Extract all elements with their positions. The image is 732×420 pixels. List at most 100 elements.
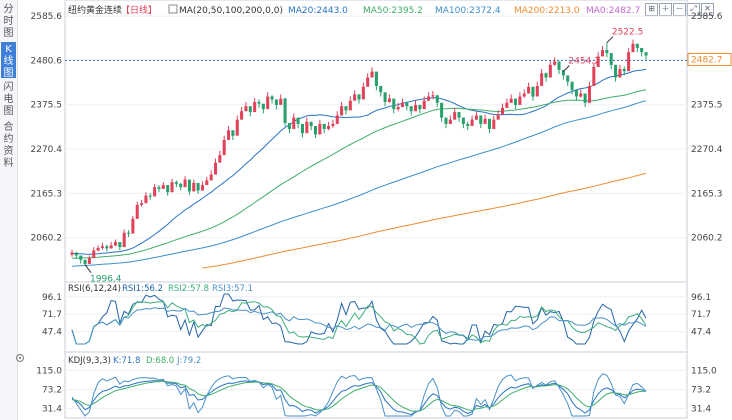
kdj-panel: 115.0 115.0 73.2 73.2 31.4 31.4 (36, 367, 717, 417)
rsi3-line (71, 307, 647, 345)
rsi2-line (71, 301, 647, 345)
candle-body (514, 98, 518, 105)
y-tick-left: 2060.2 (31, 234, 63, 244)
ma20-value: MA20:2443.0 (288, 6, 348, 16)
candle-body (609, 53, 613, 65)
candle-body (174, 182, 178, 184)
candle-body (387, 98, 391, 102)
annotation-label: 1996.4 (90, 275, 122, 285)
candle-body (253, 101, 257, 113)
candle-body (340, 106, 344, 116)
candle-body (414, 104, 418, 112)
grid-icon[interactable]: ⊞ (645, 3, 658, 16)
y-tick-right: 31.4 (691, 405, 711, 415)
j-line (71, 373, 647, 417)
candle-body (627, 52, 631, 72)
candle-body (505, 102, 509, 108)
candle-body (157, 187, 161, 189)
y-tick-right: 96.1 (691, 293, 711, 303)
candle-body (618, 69, 622, 78)
candle-body (135, 204, 139, 219)
candle-body (644, 52, 648, 56)
chart-frame (64, 0, 688, 419)
candle-body (109, 245, 113, 249)
candle-body (553, 61, 557, 65)
y-tick-right: 47.4 (691, 328, 711, 338)
candle-body (448, 119, 452, 124)
candle-body (444, 117, 448, 124)
candle-body (400, 102, 405, 108)
candle-body (270, 96, 274, 100)
zoom-out-icon[interactable]: － (673, 3, 686, 16)
y-tick-right: 115.0 (691, 367, 717, 377)
candle-body (170, 182, 174, 193)
candle-body (100, 246, 104, 248)
j-value: J:79.2 (176, 356, 201, 366)
side-tab-bar: 分时图 K线图 闪电图 合约资料 (0, 0, 18, 420)
tab-timeshare[interactable]: 分时图 (3, 4, 14, 39)
close-icon[interactable]: ✕ (701, 3, 714, 16)
grid (65, 15, 687, 239)
candle-body (574, 90, 578, 97)
candle-body (557, 61, 561, 70)
candle-body (70, 252, 74, 255)
candle-body (427, 96, 431, 101)
candles (70, 39, 648, 265)
annotation-label: 2522.5 (612, 28, 644, 38)
candle-body (279, 98, 283, 105)
candle-body (383, 92, 387, 102)
candle-body (183, 179, 187, 188)
rsi1-line (71, 293, 647, 345)
candle-body (640, 47, 644, 53)
candle-body (374, 71, 378, 86)
candle-body (266, 96, 270, 110)
ma-lines (71, 68, 647, 269)
candle-body (614, 64, 618, 78)
candle-body (440, 102, 444, 118)
y-tick-left: 71.7 (42, 310, 62, 320)
candle-body (470, 119, 474, 127)
annotation-leader (606, 36, 614, 44)
candle-body (313, 126, 318, 135)
tab-kline[interactable]: K线图 (1, 42, 16, 79)
tab-contract-info[interactable]: 合约资料 (3, 122, 14, 169)
plot-border (64, 0, 688, 419)
header-legend: 纽约黄金连续 【日线】 MA(20,50,100,200,0,0) MA20:2… (68, 4, 640, 16)
candle-body (587, 85, 591, 103)
candle-body (579, 93, 583, 97)
candle-body (483, 118, 487, 124)
candle-body (500, 107, 505, 115)
candle-body (361, 86, 365, 100)
candle-body (96, 247, 100, 251)
candle-body (370, 71, 374, 78)
ma100-value: MA100:2372.4 (435, 6, 501, 16)
kdj-settings-icon[interactable] (15, 353, 25, 363)
zoom-in-icon[interactable]: ＋ (659, 3, 672, 16)
rsi2-value: RSI2:57.8 (168, 284, 209, 294)
period-label: 【日线】 (121, 4, 157, 16)
candle-body (213, 162, 218, 175)
candle-body (353, 94, 357, 101)
candle-body (474, 115, 478, 120)
candle-body (113, 242, 118, 246)
kdj-title: KDJ(9,3,3) (68, 356, 111, 366)
rsi-title: RSI(6,12,24) (68, 284, 121, 294)
candle-body (200, 185, 204, 191)
candle-body (548, 64, 552, 78)
candle-body (487, 118, 491, 129)
candle-body (518, 96, 522, 105)
candle-body (509, 98, 513, 103)
tab-lightning[interactable]: 闪电图 (3, 82, 14, 117)
candle-body (179, 183, 183, 188)
ma200-value: MA200:2213.0 (514, 6, 580, 16)
candle-body (322, 123, 326, 129)
ma-checkbox[interactable] (168, 4, 178, 14)
candle-body (218, 155, 222, 163)
y-tick-right: 2165.3 (691, 189, 723, 199)
ma50-value: MA50:2395.2 (363, 6, 423, 16)
candle-body (118, 242, 122, 248)
candle-body (379, 85, 383, 93)
ma50-line (71, 89, 647, 259)
k-value: K:71.8 (113, 356, 140, 366)
candle-body (309, 121, 313, 127)
